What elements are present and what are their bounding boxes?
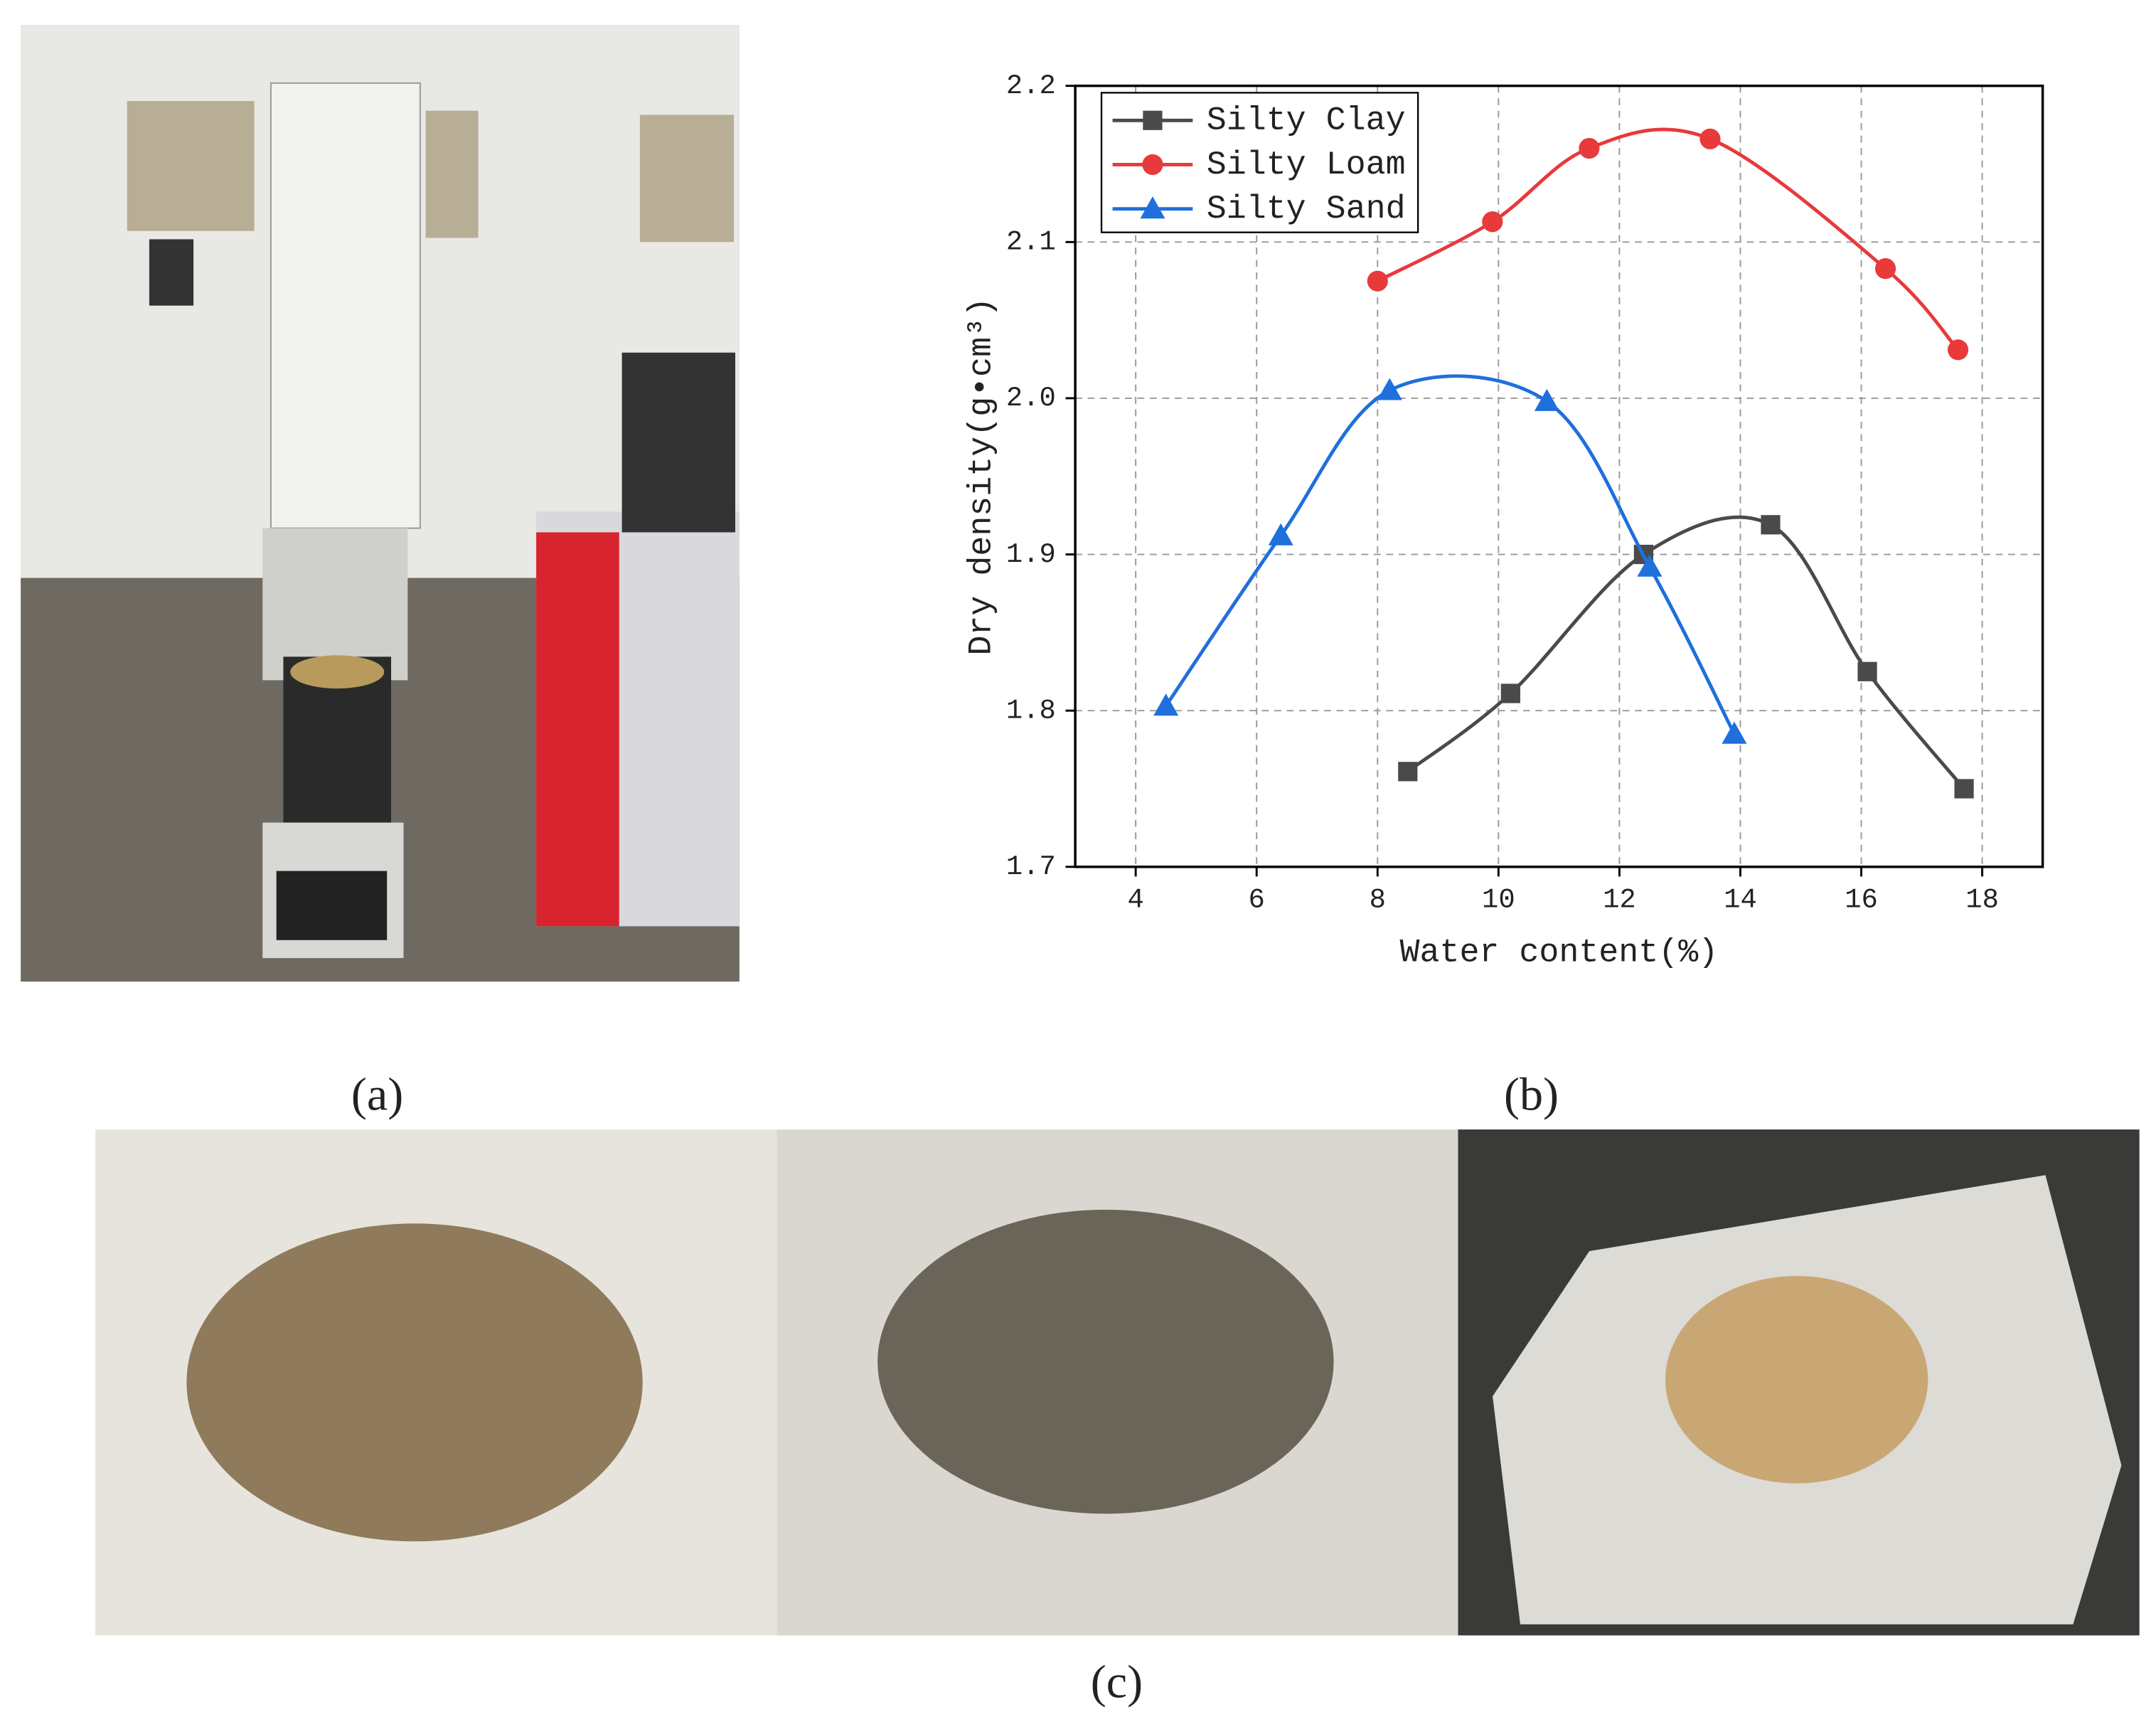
y-tick-label: 1.9 [1006, 539, 1056, 570]
marker [1367, 270, 1388, 292]
marker [1142, 154, 1163, 176]
panel-label: (c) [1091, 1656, 1143, 1708]
marker [1268, 523, 1293, 546]
marker [1874, 258, 1896, 280]
x-tick-label: 12 [1603, 885, 1636, 916]
panel-label: (b) [1504, 1068, 1559, 1120]
marker [1857, 661, 1877, 681]
photo-compaction-apparatus [21, 25, 740, 982]
marker [1637, 554, 1663, 577]
marker [1377, 378, 1402, 400]
legend-label: Silty Clay [1207, 102, 1406, 140]
legend-label: Silty Loam [1207, 147, 1406, 184]
legend-label: Silty Sand [1207, 191, 1406, 228]
y-tick-label: 1.7 [1006, 851, 1056, 883]
series-line [1407, 515, 1965, 790]
y-tick-label: 2.1 [1006, 227, 1056, 258]
x-tick-label: 10 [1482, 885, 1515, 916]
marker [1534, 388, 1559, 411]
y-tick-label: 1.8 [1006, 695, 1056, 726]
series-line [1164, 374, 1736, 735]
marker [1761, 515, 1781, 535]
marker [1398, 762, 1418, 782]
x-tick-label: 14 [1724, 885, 1757, 916]
marker [1140, 196, 1165, 219]
x-tick-label: 18 [1965, 885, 1999, 916]
x-tick-label: 4 [1127, 885, 1143, 916]
marker [1699, 128, 1721, 149]
x-axis-label: Water content(%) [1400, 935, 1719, 972]
marker [1153, 693, 1179, 716]
marker [1948, 339, 1969, 361]
x-tick-label: 8 [1370, 885, 1386, 916]
x-tick-label: 16 [1845, 885, 1878, 916]
x-tick-label: 6 [1249, 885, 1265, 916]
y-tick-label: 2.2 [1006, 70, 1056, 102]
series-line [1377, 127, 1960, 351]
y-tick-label: 2.0 [1006, 383, 1056, 414]
marker [1500, 683, 1520, 703]
marker [1954, 779, 1974, 799]
plot-frame [1074, 84, 2044, 868]
y-axis-label: Dry density(g•cm³) [963, 297, 1000, 656]
marker [1579, 137, 1600, 159]
panel-label: (a) [351, 1068, 403, 1120]
photo-soil-samples [95, 1129, 2140, 1636]
marker [1722, 721, 1747, 744]
marker [1482, 211, 1503, 233]
marker [1143, 110, 1163, 130]
